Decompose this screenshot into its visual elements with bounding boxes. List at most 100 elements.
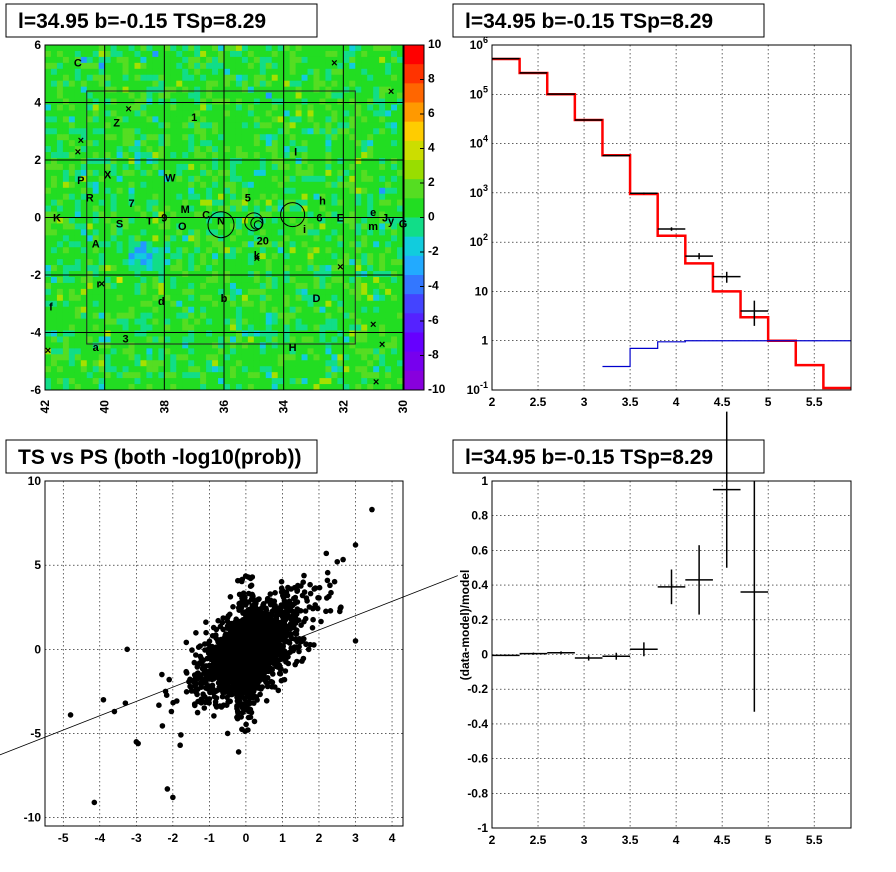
map-pixel bbox=[86, 312, 94, 320]
map-pixel bbox=[307, 86, 314, 93]
map-pixel bbox=[104, 384, 112, 391]
map-pixel bbox=[164, 223, 171, 230]
map-pixel bbox=[140, 140, 147, 147]
map-pixel bbox=[56, 187, 64, 195]
map-pixel bbox=[86, 98, 94, 105]
map-pixel bbox=[349, 247, 356, 254]
map-pixel bbox=[170, 98, 177, 105]
map-pixel bbox=[379, 294, 386, 302]
map-pixel bbox=[337, 235, 344, 242]
map-pixel bbox=[92, 318, 100, 325]
map-pixel bbox=[224, 336, 231, 343]
map-pixel bbox=[325, 265, 332, 272]
map-pixel bbox=[247, 324, 255, 331]
map-pixel bbox=[50, 378, 58, 385]
map-pixel bbox=[271, 50, 279, 58]
map-pixel bbox=[271, 211, 279, 218]
map-pixel bbox=[158, 50, 165, 58]
colorbar-swatch bbox=[404, 255, 424, 276]
map-pixel bbox=[152, 193, 159, 201]
map-pixel bbox=[253, 348, 261, 355]
map-pixel bbox=[140, 247, 147, 254]
map-pixel bbox=[206, 110, 213, 117]
map-pixel bbox=[355, 253, 362, 260]
map-pixel bbox=[391, 336, 398, 343]
map-pixel bbox=[379, 360, 386, 367]
map-pixel bbox=[98, 128, 106, 135]
map-pixel bbox=[355, 300, 362, 308]
map-pixel bbox=[355, 366, 362, 373]
map-pixel bbox=[307, 235, 314, 242]
map-pixel bbox=[397, 306, 404, 314]
map-pixel bbox=[385, 366, 392, 373]
map-pixel bbox=[218, 128, 225, 135]
map-pixel bbox=[212, 366, 219, 373]
map-pixel bbox=[212, 282, 219, 290]
map-pixel bbox=[343, 116, 350, 123]
map-pixel bbox=[50, 56, 58, 64]
map-pixel bbox=[301, 265, 308, 272]
map-pixel bbox=[50, 259, 58, 266]
map-pixel bbox=[80, 92, 88, 99]
map-pixel bbox=[373, 110, 380, 117]
map-pixel bbox=[343, 62, 350, 70]
map-pixel bbox=[283, 229, 291, 236]
map-pixel bbox=[218, 324, 225, 331]
map-pixel bbox=[361, 253, 368, 260]
map-pixel bbox=[45, 74, 52, 82]
map-pixel bbox=[182, 360, 189, 367]
map-pixel bbox=[235, 354, 243, 361]
map-pixel bbox=[259, 80, 267, 88]
map-pixel bbox=[259, 199, 267, 207]
map-pixel bbox=[313, 342, 320, 349]
map-pixel bbox=[152, 229, 159, 236]
map-pixel bbox=[134, 193, 141, 201]
map-pixel bbox=[307, 68, 314, 76]
colorbar-tick-label: 2 bbox=[428, 175, 435, 189]
map-pixel bbox=[301, 45, 308, 52]
map-pixel bbox=[86, 56, 94, 64]
map-pixel bbox=[182, 288, 189, 296]
colorbar-tick-label: 10 bbox=[428, 37, 442, 51]
map-pixel bbox=[391, 348, 398, 355]
map-pixel bbox=[134, 134, 141, 141]
map-pixel bbox=[158, 158, 165, 165]
map-pixel bbox=[68, 92, 76, 99]
map-pixel bbox=[170, 312, 177, 320]
map-pixel bbox=[182, 294, 189, 302]
map-pixel bbox=[325, 282, 332, 290]
map-pixel bbox=[391, 134, 398, 141]
map-pixel bbox=[194, 158, 201, 165]
map-pixel bbox=[182, 306, 189, 314]
source-label: 3 bbox=[122, 333, 128, 345]
map-pixel bbox=[176, 342, 183, 349]
map-pixel bbox=[158, 300, 165, 308]
map-pixel bbox=[176, 163, 183, 171]
map-pixel bbox=[62, 68, 70, 76]
map-pixel bbox=[134, 45, 141, 52]
map-pixel bbox=[86, 158, 94, 165]
map-pixel bbox=[56, 282, 64, 290]
map-pixel bbox=[152, 360, 159, 367]
map-pixel bbox=[265, 175, 273, 183]
map-pixel bbox=[170, 324, 177, 331]
map-pixel bbox=[313, 152, 320, 159]
map-pixel bbox=[397, 122, 404, 129]
map-pixel bbox=[218, 229, 225, 236]
spectrum-x-tick-label: 2.5 bbox=[530, 395, 547, 409]
map-pixel bbox=[283, 56, 291, 64]
map-pixel bbox=[212, 158, 219, 165]
map-pixel bbox=[385, 330, 392, 337]
map-pixel bbox=[361, 152, 368, 159]
map-pixel bbox=[122, 253, 129, 260]
map-pixel bbox=[224, 217, 231, 224]
map-pixel bbox=[62, 300, 70, 308]
source-label: S bbox=[116, 218, 123, 230]
map-pixel bbox=[50, 306, 58, 314]
map-pixel bbox=[391, 366, 398, 373]
map-pixel bbox=[235, 265, 243, 272]
map-pixel bbox=[289, 211, 296, 218]
map-pixel bbox=[62, 187, 70, 195]
map-pixel bbox=[104, 92, 112, 99]
map-pixel bbox=[391, 211, 398, 218]
